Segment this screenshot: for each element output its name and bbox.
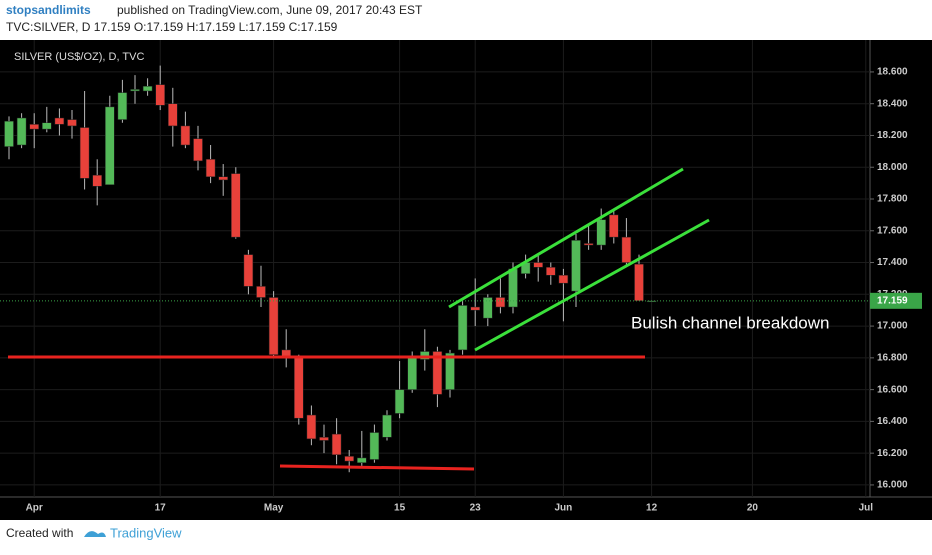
y-tick-label: 17.600 bbox=[877, 225, 908, 236]
candle-body bbox=[571, 240, 581, 292]
plot bbox=[0, 65, 870, 473]
candle-body bbox=[180, 125, 191, 146]
candle-body bbox=[256, 286, 266, 298]
candle-body bbox=[4, 120, 14, 147]
candle-body bbox=[596, 219, 606, 246]
candle-body bbox=[306, 414, 317, 440]
footer-bg bbox=[0, 520, 932, 550]
candle-body bbox=[369, 432, 380, 460]
drawings bbox=[8, 167, 710, 471]
candle-body bbox=[394, 389, 405, 414]
brand-logo bbox=[84, 531, 106, 537]
y-tick-label: 16.000 bbox=[877, 480, 908, 491]
candle-body bbox=[483, 297, 493, 319]
x-tick-label: Jun bbox=[555, 503, 573, 514]
channel-upper bbox=[448, 167, 684, 309]
brand[interactable]: TradingView bbox=[110, 525, 182, 540]
candle-body bbox=[268, 297, 279, 355]
candle-body bbox=[546, 267, 556, 276]
published: published on TradingView.com, June 09, 2… bbox=[117, 3, 423, 17]
candle-body bbox=[231, 173, 241, 238]
candle-body bbox=[92, 174, 102, 187]
candle-body bbox=[16, 117, 27, 146]
x-tick-label: 17 bbox=[155, 503, 167, 514]
candle-body bbox=[54, 117, 65, 125]
candle-body bbox=[445, 352, 455, 390]
symbol-line: TVC:SILVER, D 17.159 O:17.159 H:17.159 L… bbox=[6, 20, 338, 34]
candle-body bbox=[142, 85, 153, 92]
candle-body bbox=[319, 437, 329, 441]
x-tick-label: Apr bbox=[26, 503, 43, 514]
candle-body bbox=[457, 305, 468, 351]
candle-body bbox=[67, 119, 77, 127]
x-tick-label: 20 bbox=[747, 503, 759, 514]
x-tick-label: May bbox=[264, 503, 284, 514]
y-tick-label: 17.800 bbox=[877, 194, 908, 205]
candle-body bbox=[117, 92, 128, 120]
author[interactable]: stopsandlimits bbox=[6, 3, 91, 17]
candle-body bbox=[382, 414, 392, 438]
chart-bg bbox=[0, 40, 932, 520]
x-tick-label: Jul bbox=[859, 503, 874, 514]
candle-body bbox=[105, 106, 115, 185]
candle-body bbox=[621, 236, 632, 263]
candle-body bbox=[609, 214, 619, 238]
candle-body bbox=[218, 176, 228, 181]
x-tick-label: 12 bbox=[646, 503, 658, 514]
candle-body bbox=[407, 357, 417, 390]
annotation: Bulish channel breakdown bbox=[631, 313, 829, 332]
y-tick-label: 18.600 bbox=[877, 67, 908, 78]
y-tick-label: 17.400 bbox=[877, 257, 908, 268]
candle-body bbox=[558, 275, 569, 284]
last-price-label: 17.159 bbox=[877, 295, 908, 306]
candle-body bbox=[495, 297, 506, 308]
y-tick-label: 16.600 bbox=[877, 384, 908, 395]
candle-body bbox=[470, 306, 480, 311]
candle-body bbox=[583, 243, 594, 246]
candle-body bbox=[420, 351, 430, 360]
candle-body bbox=[432, 351, 443, 395]
candle-body bbox=[79, 127, 90, 179]
header-bg bbox=[0, 0, 932, 40]
x-tick-label: 15 bbox=[394, 503, 406, 514]
candle-body bbox=[42, 122, 52, 130]
candle-body bbox=[155, 84, 165, 106]
created-with: Created with bbox=[6, 526, 73, 540]
grid bbox=[0, 40, 870, 497]
axes: 16.00016.20016.40016.60016.80017.00017.2… bbox=[26, 67, 922, 514]
candle-body bbox=[205, 159, 216, 178]
candle-body bbox=[193, 138, 203, 162]
last-price-box bbox=[870, 292, 922, 309]
candle-body bbox=[243, 254, 254, 287]
candle-body bbox=[533, 262, 543, 268]
channel-lower bbox=[474, 218, 710, 352]
y-tick-label: 16.800 bbox=[877, 352, 908, 363]
y-tick-label: 18.400 bbox=[877, 98, 908, 109]
candle-body bbox=[331, 433, 342, 455]
chart-title: SILVER (US$/OZ), D, TVC bbox=[14, 51, 144, 63]
y-tick-label: 18.200 bbox=[877, 130, 908, 141]
candle-body bbox=[357, 457, 367, 463]
candle-body bbox=[130, 89, 140, 92]
candle-body bbox=[294, 357, 304, 419]
y-tick-label: 18.000 bbox=[877, 162, 908, 173]
y-tick-label: 16.400 bbox=[877, 416, 908, 427]
bottom-line bbox=[279, 464, 475, 471]
y-tick-label: 16.200 bbox=[877, 448, 908, 459]
y-tick-label: 17.000 bbox=[877, 321, 908, 332]
candle-body bbox=[344, 456, 354, 462]
candle-body bbox=[634, 263, 644, 301]
candle-body bbox=[29, 124, 39, 130]
x-tick-label: 23 bbox=[470, 503, 482, 514]
candle-body bbox=[168, 103, 178, 127]
